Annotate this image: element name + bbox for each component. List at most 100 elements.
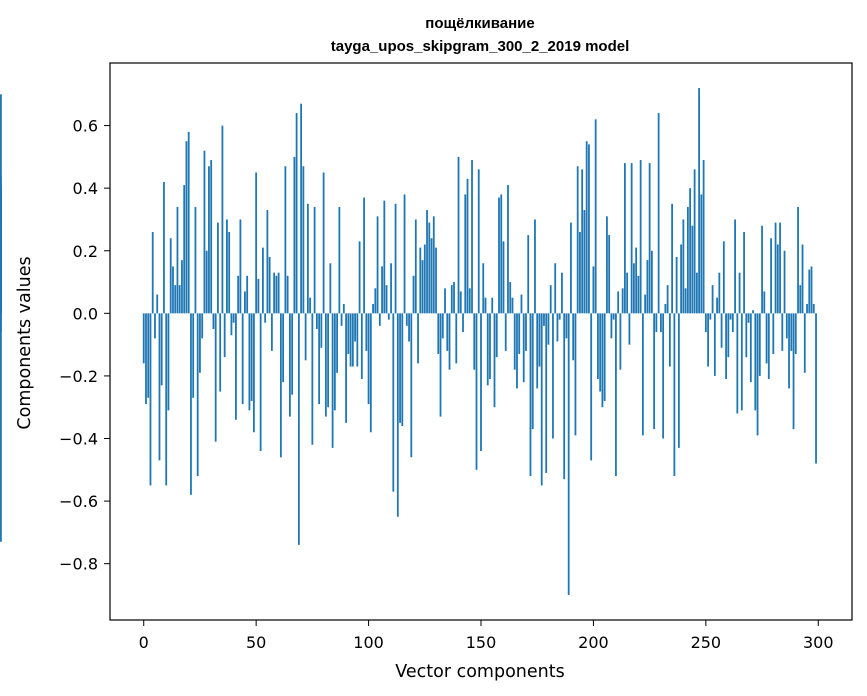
- bar-106: [381, 266, 383, 314]
- bar-14: [174, 285, 177, 314]
- x-tick-label-300: 300: [803, 633, 834, 652]
- bar-5: [154, 313, 156, 339]
- bar-200: [592, 266, 595, 314]
- bar-71: [302, 166, 305, 314]
- chart-title: пощёлкивание: [425, 15, 534, 32]
- bar-101: [369, 313, 372, 433]
- bar-170: [525, 313, 527, 351]
- bar-274: [758, 313, 761, 376]
- bar-59: [275, 275, 278, 314]
- bar-254: [713, 313, 716, 376]
- bar-132: [439, 313, 442, 417]
- bar-243: [689, 188, 692, 314]
- bar-237: [675, 257, 678, 314]
- bar-236: [673, 313, 676, 477]
- bar-207: [608, 235, 611, 314]
- bar-55: [266, 210, 269, 314]
- bar-79: [320, 313, 323, 348]
- bar-291: [797, 206, 799, 314]
- bar-94: [354, 313, 356, 342]
- bar-273: [756, 313, 759, 436]
- bar-263: [734, 219, 736, 314]
- bar-92: [349, 313, 352, 367]
- bar-133: [441, 313, 444, 339]
- bar-138: [453, 282, 455, 314]
- bar-204: [601, 313, 604, 408]
- bar-119: [410, 313, 413, 458]
- bar-148: [475, 313, 478, 470]
- bar-202: [597, 313, 599, 380]
- bar-224: [646, 260, 649, 314]
- bar-217: [630, 163, 633, 314]
- bar-22: [192, 313, 195, 398]
- bar-12: [169, 238, 172, 314]
- bar-171: [527, 235, 530, 314]
- bar-238: [677, 313, 680, 448]
- bar-74: [309, 297, 312, 314]
- bar-275: [761, 225, 763, 314]
- bar-246: [695, 272, 698, 314]
- bar-93: [351, 313, 354, 367]
- bar-269: [747, 313, 750, 323]
- bar-56: [268, 257, 271, 314]
- bar-51: [257, 278, 260, 314]
- bar-96: [358, 241, 361, 314]
- bar-260: [727, 313, 730, 358]
- bar-209: [612, 313, 615, 320]
- bar-134: [444, 288, 446, 314]
- bar-136: [448, 313, 451, 370]
- bar-251: [707, 313, 709, 367]
- bar-8: [160, 313, 163, 386]
- bar-259: [725, 313, 727, 380]
- bar-89: [342, 303, 345, 314]
- bar-58: [273, 272, 276, 314]
- y-tick-label-4: −0.2: [59, 367, 98, 386]
- bar-137: [450, 285, 453, 314]
- bar-140: [457, 156, 460, 314]
- bar-147: [473, 313, 476, 370]
- chart-subtitle: tayga_upos_skipgram_300_2_2019 model: [331, 38, 630, 55]
- bar-117: [405, 313, 408, 326]
- bar-271: [752, 310, 754, 314]
- bar-278: [767, 313, 770, 380]
- x-tick-label-250: 250: [691, 633, 722, 652]
- bar-23: [194, 206, 197, 314]
- bar-231: [662, 313, 665, 439]
- bar-245: [693, 169, 696, 314]
- bar-97: [360, 313, 363, 380]
- x-tick-label-100: 100: [353, 633, 384, 652]
- bar-54: [264, 313, 267, 323]
- bar-162: [507, 185, 509, 314]
- bar-66: [291, 313, 294, 395]
- bar-16: [178, 285, 181, 314]
- bar-29: [208, 166, 210, 314]
- bar-257: [720, 313, 723, 348]
- bar-182: [552, 313, 554, 439]
- bar-72: [304, 313, 307, 361]
- bar-91: [347, 313, 350, 355]
- bar-81: [324, 313, 327, 417]
- bar-206: [606, 216, 608, 314]
- x-tick-label-200: 200: [578, 633, 609, 652]
- bars-layer: [0, 88, 817, 595]
- bar-179: [545, 313, 548, 473]
- bar-78: [318, 313, 321, 405]
- bar-208: [610, 313, 613, 339]
- bar-46: [246, 275, 249, 314]
- bar-292: [799, 285, 802, 314]
- x-tick-label-50: 50: [246, 633, 266, 652]
- bar-166: [516, 313, 518, 389]
- bar-11: [167, 313, 170, 411]
- bar-30: [210, 160, 213, 314]
- bar-95: [356, 313, 359, 367]
- bar-290: [794, 313, 797, 355]
- bar-103: [374, 288, 377, 314]
- bar-118: [408, 313, 410, 342]
- bar-258: [722, 241, 725, 314]
- bar-126: [426, 210, 428, 314]
- bar-33: [217, 222, 219, 314]
- bar-160: [502, 241, 505, 314]
- bar-181: [549, 285, 552, 314]
- bar-124: [421, 260, 424, 314]
- bar-205: [603, 313, 606, 401]
